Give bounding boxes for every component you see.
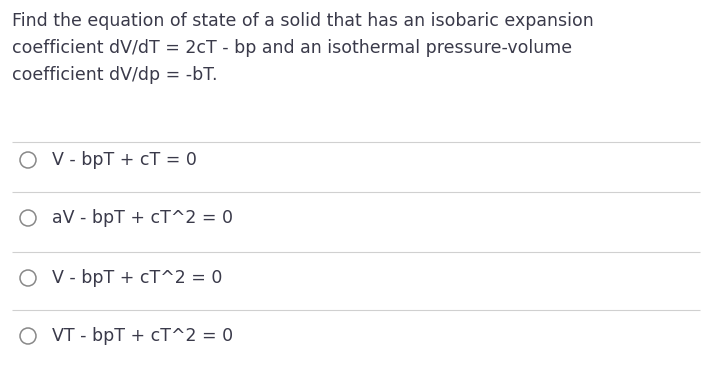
Text: V - bpT + cT^2 = 0: V - bpT + cT^2 = 0 (52, 269, 222, 287)
Text: VT - bpT + cT^2 = 0: VT - bpT + cT^2 = 0 (52, 327, 233, 345)
Text: V - bpT + cT = 0: V - bpT + cT = 0 (52, 151, 197, 169)
Text: aV - bpT + cT^2 = 0: aV - bpT + cT^2 = 0 (52, 209, 233, 227)
Text: Find the equation of state of a solid that has an isobaric expansion
coefficient: Find the equation of state of a solid th… (12, 12, 594, 84)
